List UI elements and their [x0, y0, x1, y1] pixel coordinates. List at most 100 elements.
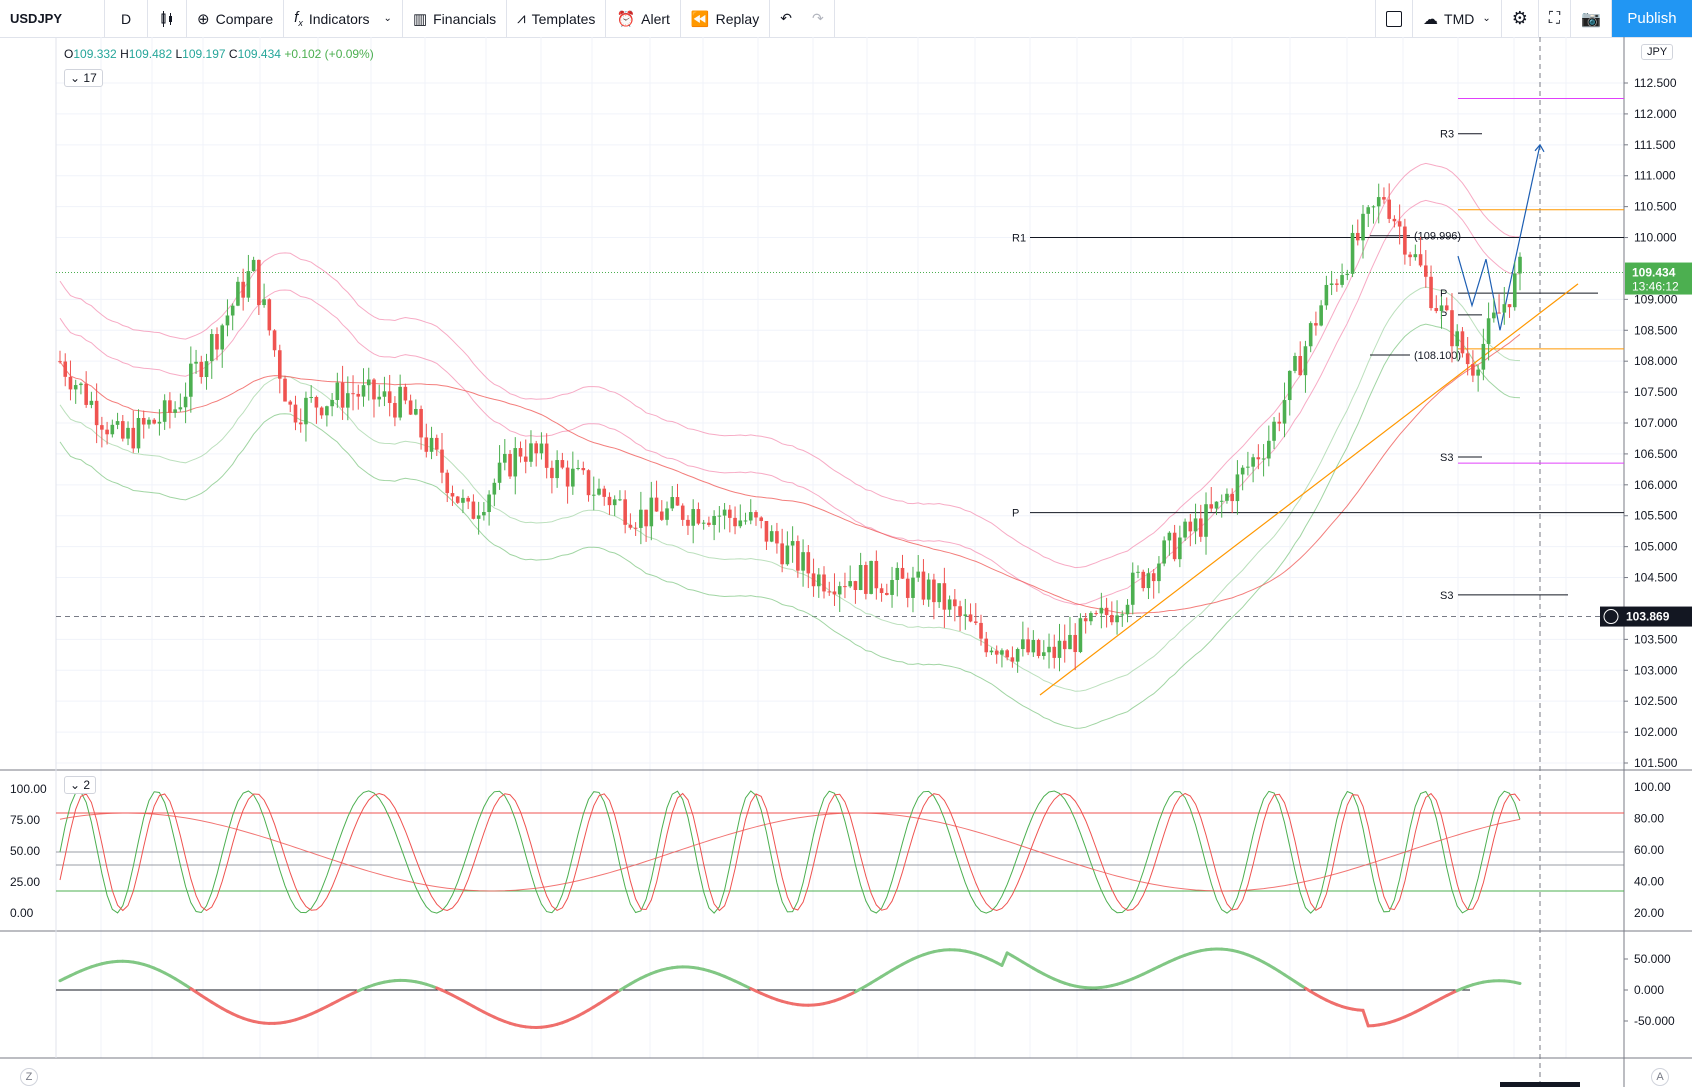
indicators-button[interactable]: fx Indicators ⌄ [284, 0, 403, 37]
price-tick-label: 103.500 [1634, 632, 1678, 646]
candle-body [377, 396, 382, 400]
price-tick-label: 105.500 [1634, 509, 1678, 523]
candle-body [277, 350, 282, 379]
undo-button[interactable]: ↶ [770, 0, 802, 37]
price-tick-label: 107.500 [1634, 385, 1678, 399]
chart-type-button[interactable] [148, 0, 187, 37]
candle-body [1209, 504, 1214, 509]
candle-body [387, 391, 392, 403]
alert-button[interactable]: ⏰ Alert [606, 0, 681, 37]
indicator-count: 2 [83, 778, 91, 792]
fullscreen-button[interactable]: ⛶ [1539, 0, 1572, 37]
candle-body [523, 456, 528, 462]
candle-body [424, 437, 429, 452]
candle-body [994, 650, 999, 655]
templates-icon: ⩘ [517, 10, 526, 27]
candle-body [257, 259, 261, 306]
open-label: O [64, 47, 74, 61]
candle-body [230, 305, 235, 316]
snapshot-button[interactable]: 📷 [1571, 0, 1612, 37]
candle-body [382, 391, 387, 397]
candle-body [1183, 521, 1187, 538]
candle-body [769, 531, 774, 542]
candle-body [853, 581, 858, 590]
select-layout-button[interactable] [1375, 0, 1414, 37]
auto-scale-button[interactable]: A [1651, 1068, 1669, 1086]
candle-body [963, 614, 968, 616]
candle-body [1057, 640, 1062, 658]
candle-body [932, 579, 936, 603]
candle-body [529, 443, 533, 462]
compare-button[interactable]: ⊕ Compare [187, 0, 285, 37]
candle-body [251, 259, 256, 272]
price-tick-label: 104.500 [1634, 571, 1678, 585]
redo-button[interactable]: ↷ [802, 0, 835, 37]
candle-body [1235, 474, 1240, 502]
stoch-indicators-toggle[interactable]: ⌄ 2 [64, 776, 97, 794]
layout-name-label: TMD [1444, 10, 1475, 27]
osc-tick-label: -50.000 [1634, 1014, 1675, 1028]
candle-body [241, 281, 245, 298]
symbol-search-button[interactable]: USDJPY [0, 0, 105, 37]
candle-body [309, 396, 313, 398]
price-tick-label: 103.000 [1634, 663, 1678, 677]
candle-body [675, 497, 680, 506]
candle-body [100, 425, 104, 430]
candle-body [623, 499, 627, 525]
add-plus-icon [1603, 609, 1619, 625]
candle-body [1518, 256, 1522, 274]
candle-body [738, 520, 743, 527]
candle-body [1099, 607, 1104, 614]
candle-body [659, 511, 664, 520]
candle-body [654, 497, 659, 512]
candle-body [194, 361, 198, 364]
candle-body [298, 422, 303, 425]
main-indicators-toggle[interactable]: ⌄ 17 [64, 69, 103, 87]
candle-body [414, 408, 418, 415]
settings-button[interactable]: ⚙ [1502, 0, 1539, 37]
candle-body [885, 592, 889, 595]
candle-body [1507, 304, 1512, 308]
zoom-reset-button[interactable]: Z [20, 1068, 38, 1086]
candle-body [1136, 571, 1140, 573]
candle-body [120, 421, 125, 439]
currency-label[interactable]: JPY [1641, 44, 1674, 60]
candle-body [1157, 563, 1161, 582]
templates-button[interactable]: ⩘ Templates [507, 0, 607, 37]
candle-body [293, 404, 298, 423]
candle-body [73, 385, 78, 390]
redo-icon: ↷ [811, 10, 824, 26]
candle-body [1089, 613, 1093, 622]
candle-body [937, 583, 941, 603]
stoch-right-tick-label: 40.00 [1634, 875, 1664, 889]
replay-button[interactable]: ⏪ Replay [681, 0, 771, 37]
pivot-r1-label: R1 [1012, 233, 1026, 245]
publish-button[interactable]: Publish [1612, 0, 1692, 37]
candle-body [434, 437, 439, 450]
chevron-down-icon: ⌄ [1482, 13, 1491, 24]
candle-body [1476, 369, 1480, 376]
candle-body [1267, 440, 1271, 459]
candle-body [288, 401, 293, 405]
candle-body [879, 588, 884, 593]
crosshair-price-label: 103.869 [1626, 610, 1670, 624]
candle-body [1450, 310, 1454, 347]
price-tick-label: 111.500 [1634, 138, 1676, 152]
candle-body [696, 509, 701, 524]
candle-body [1094, 613, 1098, 615]
candle-body [1000, 650, 1004, 655]
candle-body [1230, 493, 1234, 502]
layout-name-button[interactable]: ☁ TMD ⌄ [1413, 0, 1502, 37]
forecast-arrowhead [1534, 143, 1545, 153]
interval-button[interactable]: D [105, 0, 148, 37]
candle-body [141, 417, 146, 425]
financials-button[interactable]: ▥ Financials [403, 0, 508, 37]
candle-body [1340, 275, 1344, 285]
candle-body [319, 407, 324, 416]
candle-body [1240, 467, 1245, 475]
candle-body [497, 462, 502, 483]
candle-body [822, 574, 826, 592]
oscillator-segment [1000, 951, 1009, 967]
upper-band-inner-line [59, 199, 1521, 606]
